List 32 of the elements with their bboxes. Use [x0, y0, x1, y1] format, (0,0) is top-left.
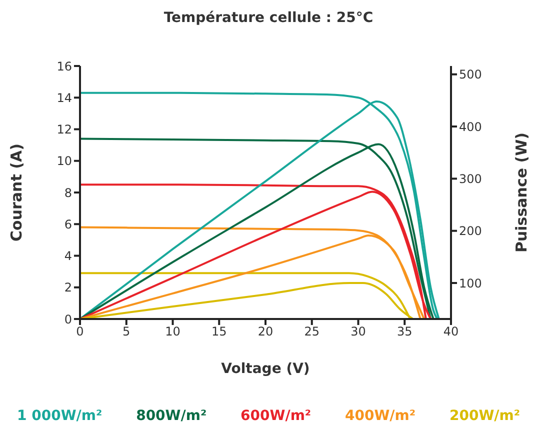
x-tick-label: 20	[258, 324, 274, 339]
y-tick-label: 16	[56, 59, 72, 74]
text: 400W/m²	[345, 408, 416, 424]
y2-tick-label: 300	[459, 172, 482, 186]
x-tick-label: 30	[350, 324, 366, 339]
x-tick-label: 0	[76, 324, 84, 339]
y-tick-label: 6	[64, 217, 72, 232]
y2-tick-label: 100	[459, 276, 482, 290]
x-tick-label: 25	[304, 324, 320, 339]
y2-axis-title: Puissance (W)	[512, 132, 530, 253]
y-tick-label: 10	[56, 154, 72, 168]
chart-title: Température cellule : 25°C	[162, 10, 374, 26]
x-axis-title: Voltage (V)	[221, 361, 310, 377]
y-axis-title: Courant (A)	[7, 144, 26, 242]
y2-tick-label: 500	[459, 68, 482, 82]
y2-tick-label: 400	[459, 120, 482, 134]
x-tick-label: 5	[122, 324, 130, 339]
text: 1 000W/m²	[16, 408, 102, 424]
text: 800W/m²	[136, 408, 207, 424]
y-tick-label: 2	[64, 280, 72, 295]
x-tick-label: 40	[443, 324, 459, 339]
x-tick-label: 10	[165, 324, 180, 339]
y-tick-label: 12	[56, 122, 72, 137]
y-tick-label: 8	[64, 186, 72, 200]
x-tick-label: 35	[396, 324, 412, 339]
y2-tick-label: 200	[459, 224, 482, 238]
y-tick-label: 4	[64, 249, 72, 264]
y-tick-label: 14	[56, 90, 72, 105]
y-tick-label: 0	[64, 312, 72, 326]
text: 600W/m²	[240, 408, 312, 424]
text: 200W/m²	[449, 408, 520, 424]
x-tick-label: 15	[211, 324, 227, 339]
